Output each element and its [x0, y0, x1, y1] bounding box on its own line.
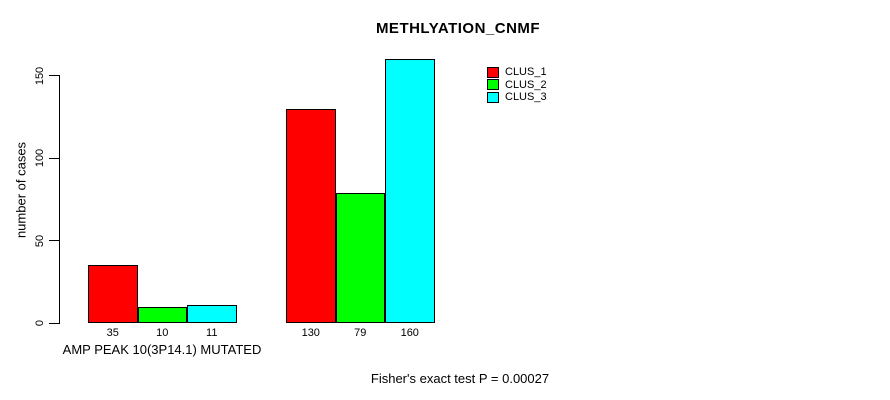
chart-title: METHLYATION_CNMF [375, 20, 541, 37]
bar-value-label: 11 [206, 327, 218, 339]
legend-item-clus_2: CLUS_2 [487, 79, 547, 92]
legend: CLUS_1 CLUS_2 CLUS_3 [487, 66, 547, 104]
x-group-label: AMP PEAK 10(3P14.1) MUTATED [62, 342, 262, 357]
legend-swatch-icon [487, 66, 499, 78]
bar-clus_2-group-1 [335, 192, 385, 323]
bar-clus_2-group-0 [137, 306, 187, 323]
legend-label: CLUS_3 [505, 91, 547, 104]
legend-swatch-icon [487, 79, 499, 91]
bar-value-label: 130 [301, 327, 320, 339]
bar-clus_1-group-0 [88, 265, 138, 323]
legend-swatch-icon [487, 91, 499, 103]
legend-item-clus_3: CLUS_3 [487, 91, 547, 104]
bar-value-label: 10 [156, 327, 169, 339]
legend-item-clus_1: CLUS_1 [487, 66, 547, 79]
y-tick-mark [49, 157, 59, 159]
y-tick-mark [49, 240, 59, 241]
legend-label: CLUS_1 [505, 66, 547, 79]
bar-value-label: 160 [400, 327, 419, 339]
bar-clus_1-group-1 [286, 108, 336, 323]
y-tick-label: 100 [34, 148, 46, 168]
legend-label: CLUS_2 [505, 78, 547, 91]
y-axis-line [59, 75, 60, 324]
fisher-test-annotation: Fisher's exact test P = 0.00027 [370, 371, 550, 386]
y-tick-mark [49, 75, 59, 76]
bar-value-label: 35 [106, 327, 119, 339]
y-tick-mark [49, 322, 59, 324]
y-tick-label: 150 [34, 66, 46, 85]
bar-clus_3-group-1 [385, 59, 435, 323]
y-axis-title: number of cases [13, 141, 29, 239]
y-tick-label: 50 [34, 234, 46, 247]
y-tick-label: 0 [34, 319, 46, 327]
bar-clus_3-group-0 [187, 304, 237, 323]
bar-value-label: 79 [354, 327, 367, 339]
